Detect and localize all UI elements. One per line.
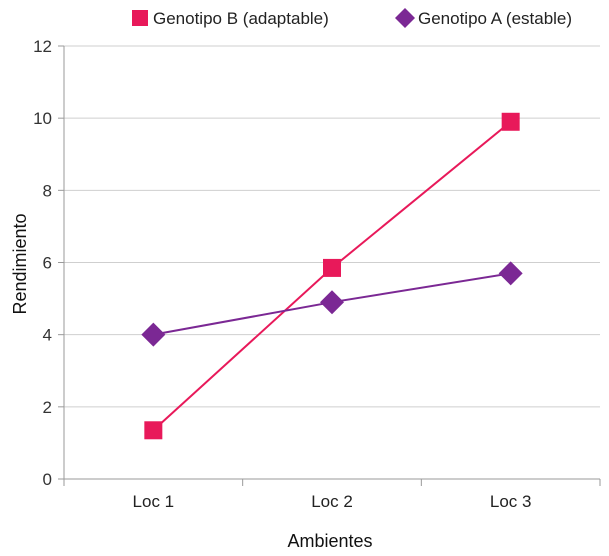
series bbox=[141, 112, 523, 440]
data-point-square bbox=[144, 421, 163, 440]
legend-marker-square bbox=[132, 10, 148, 26]
y-axis-title: Rendimiento bbox=[10, 213, 30, 314]
y-tick-label: 4 bbox=[43, 326, 52, 345]
y-tick-label: 2 bbox=[43, 398, 52, 417]
data-point-diamond bbox=[498, 261, 523, 286]
data-point-square bbox=[501, 112, 520, 131]
legend-label: Genotipo A (estable) bbox=[418, 9, 572, 28]
y-tick-label: 10 bbox=[33, 109, 52, 128]
legend-marker-diamond bbox=[395, 8, 415, 28]
y-tick-label: 8 bbox=[43, 181, 52, 200]
data-point-diamond bbox=[141, 322, 166, 347]
legend-label: Genotipo B (adaptable) bbox=[153, 9, 329, 28]
y-tick-label: 12 bbox=[33, 37, 52, 56]
legend: Genotipo B (adaptable) Genotipo A (establ… bbox=[132, 8, 572, 28]
x-tick-label: Loc 3 bbox=[490, 492, 532, 511]
data-point-square bbox=[323, 258, 341, 277]
data-point-diamond bbox=[320, 290, 344, 315]
y-tick-label: 6 bbox=[43, 254, 52, 273]
x-axis-title: Ambientes bbox=[287, 531, 372, 551]
axes: 0 2 4 6 8 10 12 Loc 1 Loc 2 Loc 3 bbox=[33, 37, 601, 511]
gridlines bbox=[64, 45, 600, 408]
y-tick-label: 0 bbox=[43, 470, 52, 489]
x-tick-label: Loc 2 bbox=[311, 492, 353, 511]
x-tick-label: Loc 1 bbox=[133, 492, 175, 511]
